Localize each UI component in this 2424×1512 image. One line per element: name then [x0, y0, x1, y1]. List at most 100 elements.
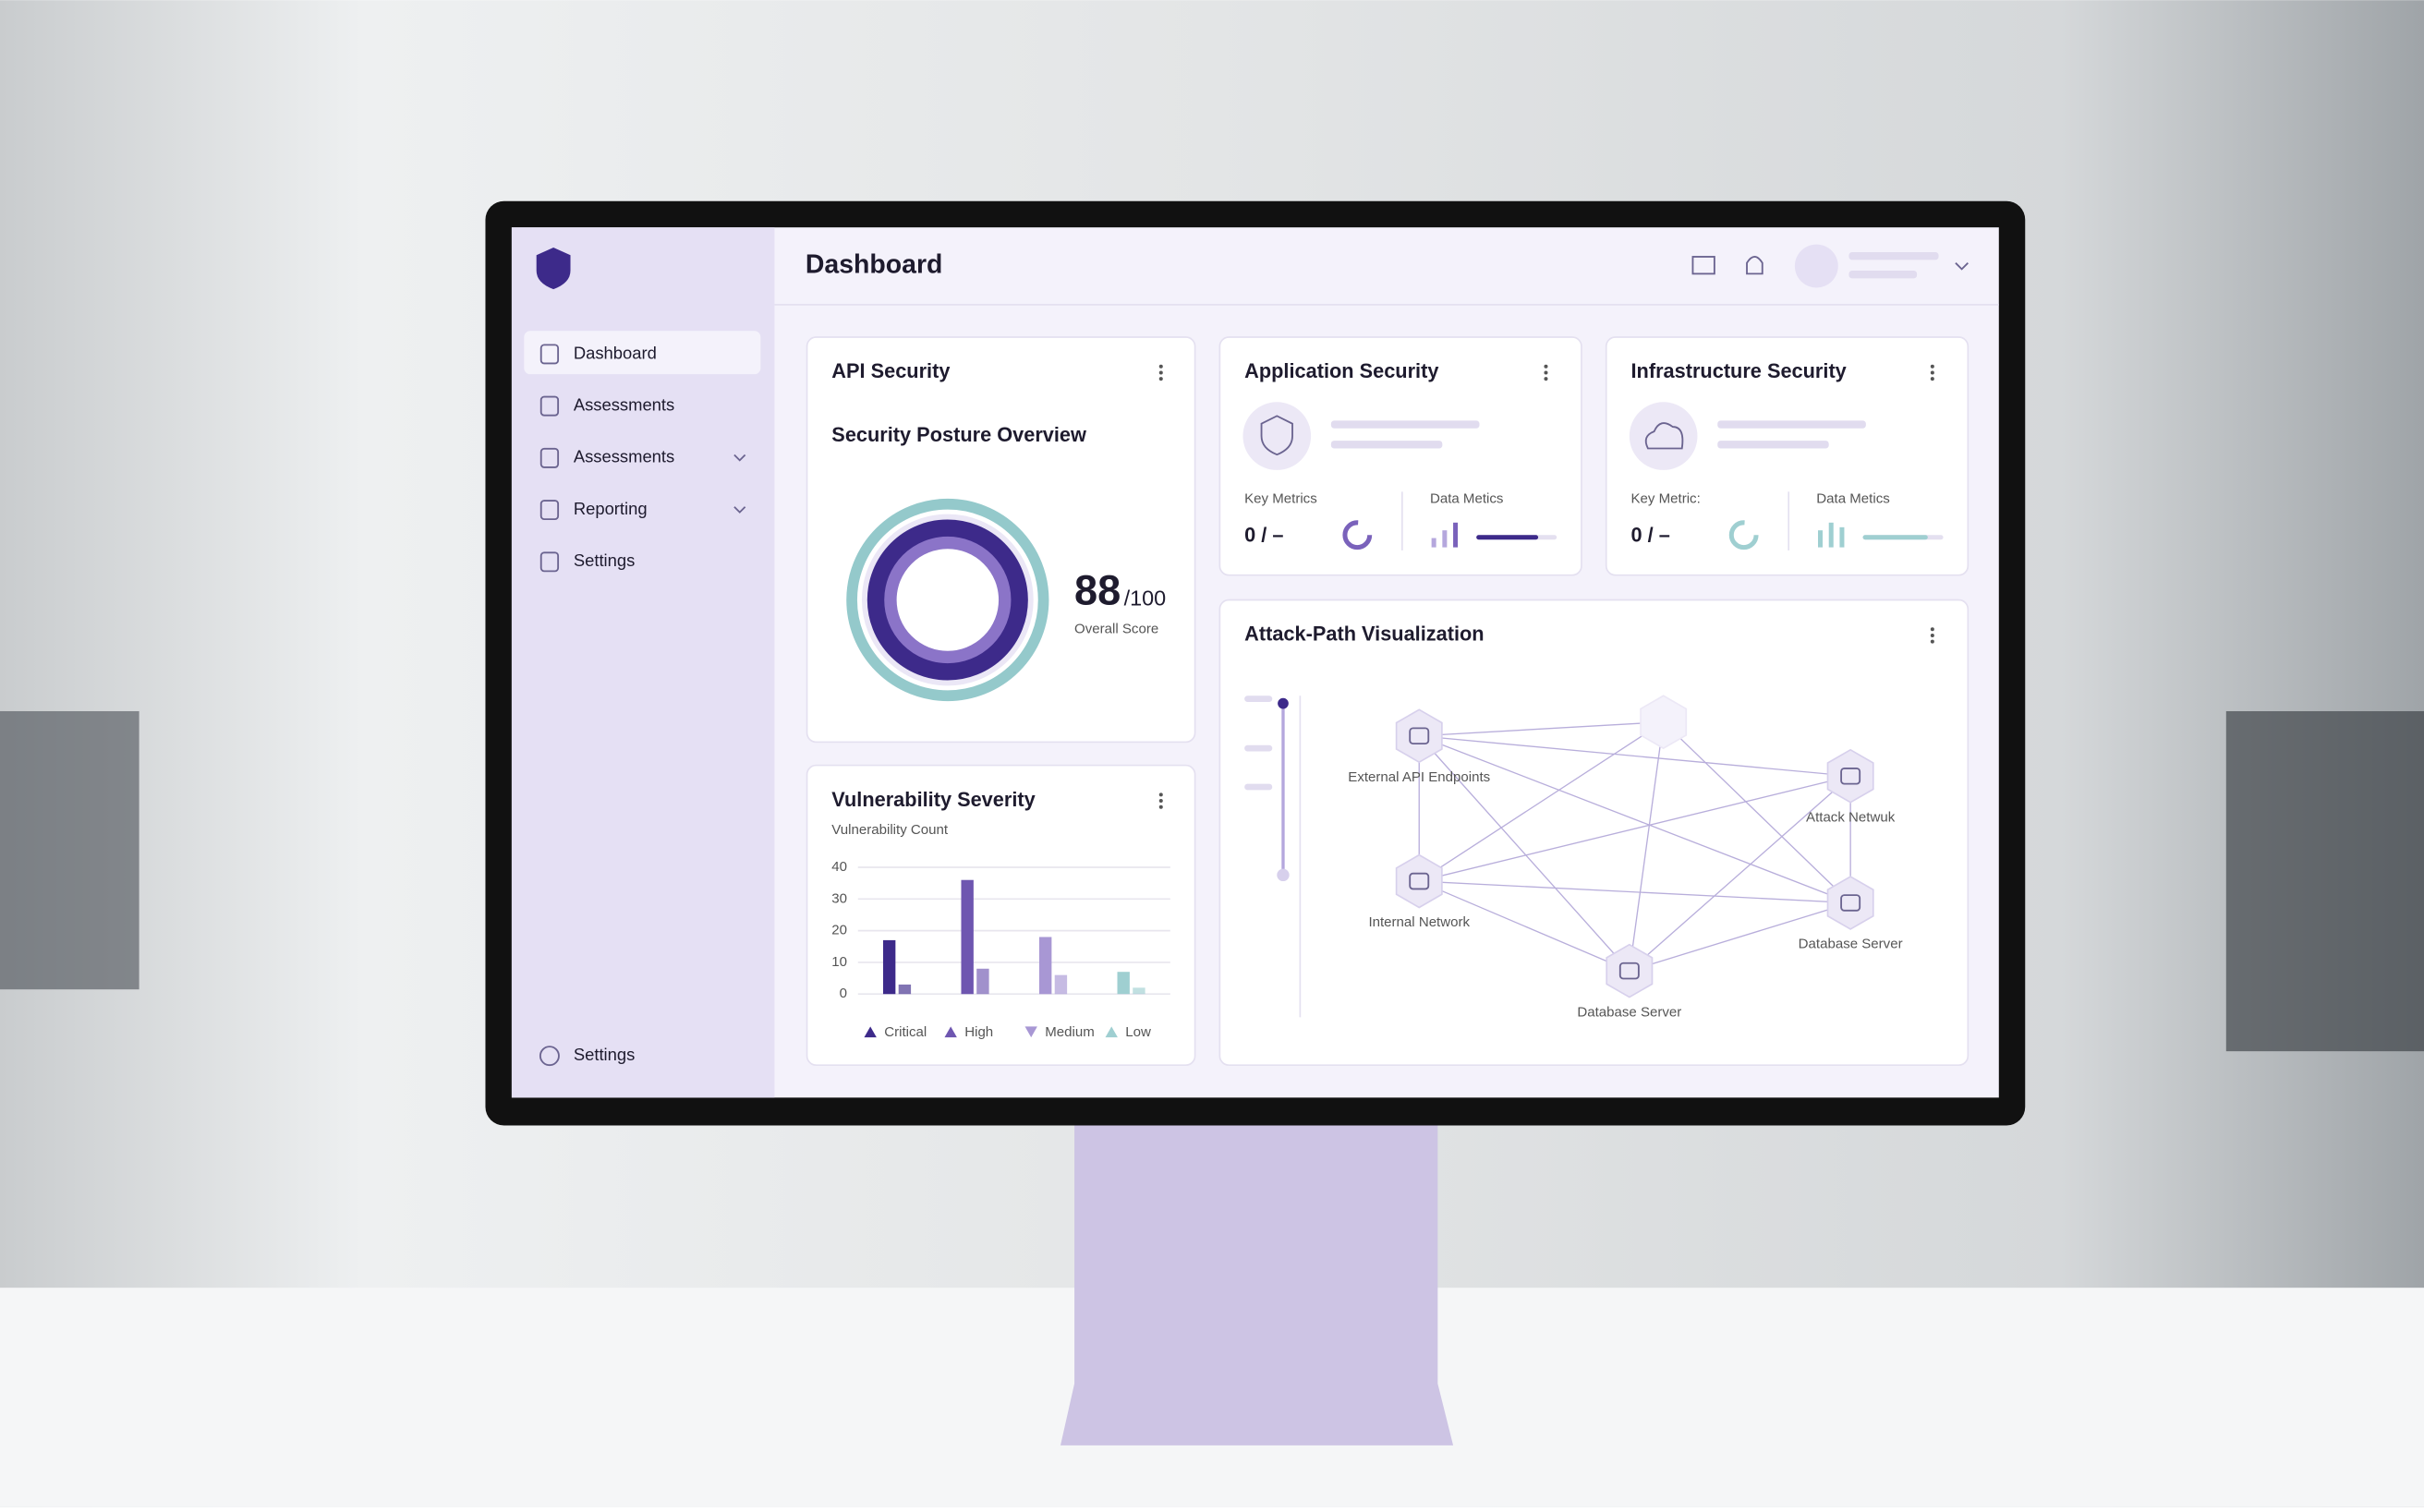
mini-bar	[1839, 526, 1845, 548]
y-tick-label: 30	[831, 890, 847, 906]
node-icon	[1840, 767, 1861, 785]
nav-icon	[539, 344, 560, 365]
card-title: Attack-Path Visualization	[1244, 623, 1484, 646]
score-suffix: /100	[1124, 587, 1167, 611]
card-title: Application Security	[1244, 359, 1438, 382]
score-label: Overall Score	[1074, 621, 1158, 636]
edge	[1418, 880, 1630, 972]
edge	[1419, 775, 1851, 882]
metric-value: 0 / –	[1631, 524, 1670, 547]
bell-icon[interactable]	[1746, 256, 1763, 275]
mini-bar	[1431, 538, 1436, 548]
node-label: Database Server	[1577, 1004, 1681, 1020]
user-chevron[interactable]	[1955, 262, 1969, 271]
nav-item[interactable]: Assessments	[574, 394, 674, 414]
infra-icon-bg	[1629, 402, 1698, 470]
nav-icon	[539, 1046, 560, 1067]
metric-label: Data Metics	[1430, 491, 1503, 507]
bar	[898, 984, 912, 995]
nav-item[interactable]: Settings	[574, 1045, 635, 1064]
placeholder	[1717, 441, 1829, 449]
edge	[1418, 735, 1630, 972]
nav-icon	[539, 395, 560, 417]
edge	[1419, 721, 1664, 737]
legend-marker	[1105, 1026, 1118, 1038]
mail-icon[interactable]	[1691, 256, 1715, 275]
user-placeholder	[1848, 251, 1939, 260]
score-value: 88	[1074, 567, 1121, 614]
progress	[1476, 535, 1539, 540]
nav-item[interactable]: Reporting	[574, 499, 648, 518]
metric-value: 0 / –	[1244, 524, 1283, 547]
edge	[1629, 901, 1851, 972]
score-ring	[846, 498, 1049, 702]
node-icon	[1409, 872, 1430, 890]
progress	[1862, 535, 1928, 540]
nav-icon	[539, 551, 560, 573]
timeline	[1244, 696, 1302, 1018]
bar	[1133, 987, 1145, 995]
node[interactable]	[1395, 853, 1443, 909]
edge	[1418, 721, 1665, 882]
node[interactable]	[1606, 943, 1654, 998]
legend-marker	[1024, 1026, 1037, 1038]
card	[1218, 336, 1582, 576]
card	[1218, 599, 1970, 1067]
node[interactable]	[1826, 748, 1874, 804]
chart-subtitle: Vulnerability Count	[831, 822, 949, 838]
placeholder	[1330, 420, 1480, 429]
mini-bar	[1818, 530, 1824, 548]
kebab-icons[interactable]	[1158, 364, 1934, 809]
legend-marker	[864, 1026, 877, 1038]
nav-icon	[539, 500, 560, 521]
avatar[interactable]	[1794, 244, 1838, 288]
node-label: Attack Netwuk	[1806, 809, 1896, 825]
legend-label: Critical	[884, 1024, 927, 1040]
legend-label: Low	[1125, 1024, 1151, 1040]
loader	[1728, 520, 1759, 550]
bar	[1117, 972, 1130, 995]
nav-icon	[539, 447, 560, 468]
nav-item[interactable]: Dashboard	[574, 343, 657, 362]
legend-marker	[944, 1026, 957, 1038]
node-icon	[1840, 894, 1861, 912]
app-icon-bg	[1242, 402, 1312, 470]
node-icon	[1618, 962, 1640, 980]
nav-active[interactable]	[524, 331, 761, 375]
chart-title: Vulnerability Severity	[831, 788, 1035, 811]
loader	[1342, 520, 1373, 550]
placeholder	[1717, 420, 1866, 429]
card	[1605, 336, 1970, 576]
bar	[882, 939, 896, 995]
bg-chair	[0, 710, 139, 990]
score-center	[899, 551, 996, 648]
cloud-icon	[1644, 422, 1684, 450]
edge	[1663, 721, 1851, 903]
bar	[976, 968, 989, 995]
metric-label: Key Metric:	[1631, 491, 1701, 507]
nav-item[interactable]: Settings	[574, 550, 635, 570]
card-title: Infrastructure Security	[1631, 359, 1847, 382]
y-tick-label: 20	[831, 923, 847, 938]
node-icon	[1409, 727, 1430, 745]
node[interactable]	[1826, 876, 1874, 930]
bg-chair	[2225, 710, 2424, 1052]
score-ring	[884, 536, 1012, 664]
node[interactable]	[1395, 708, 1443, 764]
metric-label: Key Metrics	[1244, 491, 1317, 507]
y-tick-label: 10	[831, 954, 847, 970]
node-ghost	[1640, 695, 1688, 750]
nav-item[interactable]: Assessments	[574, 447, 674, 466]
legend-label: High	[964, 1024, 993, 1040]
nav-chevron[interactable]	[733, 454, 746, 462]
card-subtitle: Security Posture Overview	[831, 423, 1086, 446]
nav-chevron[interactable]	[733, 506, 746, 514]
monitor-stand	[1060, 1113, 1454, 1445]
score-ring	[867, 519, 1028, 681]
mini-bar	[1442, 530, 1448, 548]
user-placeholder	[1848, 271, 1918, 279]
node-label: External API Endpoints	[1348, 769, 1490, 785]
metric-label: Data Metics	[1816, 491, 1889, 507]
